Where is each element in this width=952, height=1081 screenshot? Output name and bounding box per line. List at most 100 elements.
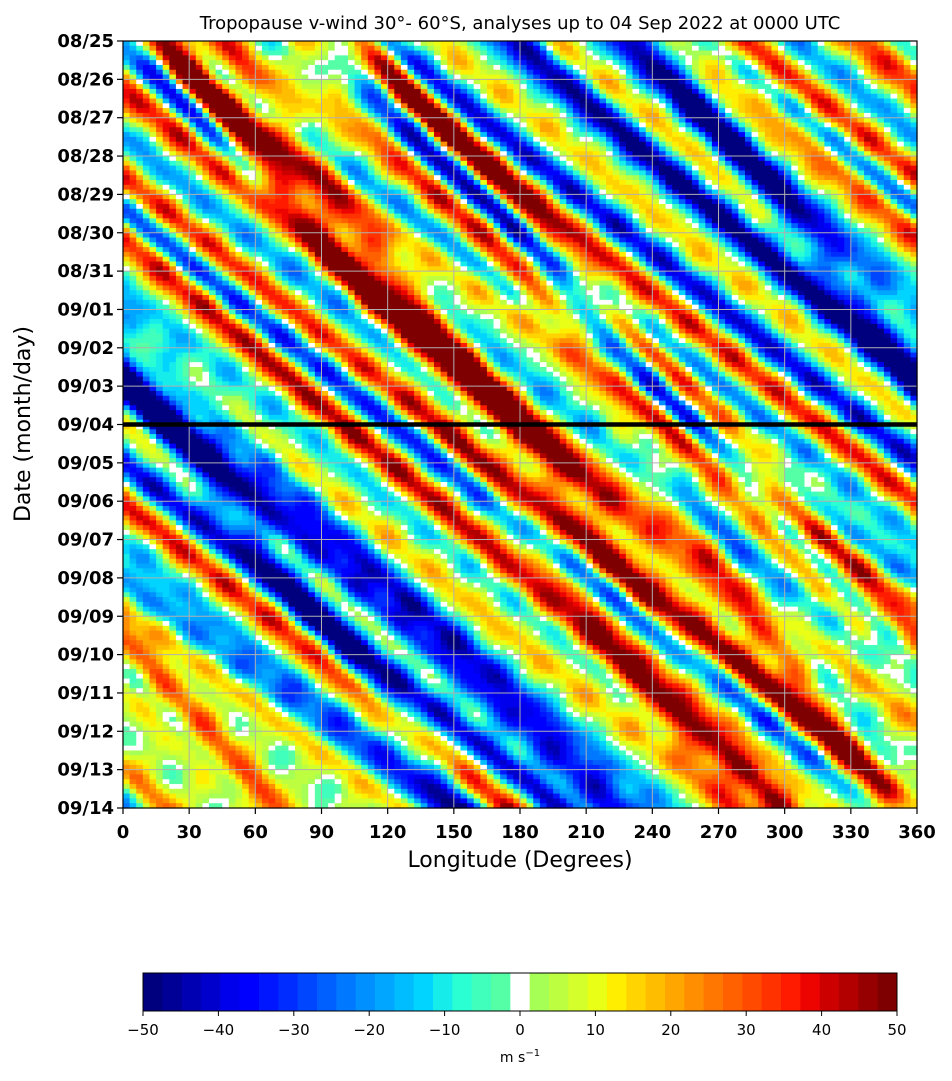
heatmap-cell: [374, 112, 382, 119]
heatmap-cell: [295, 69, 303, 76]
heatmap-cell: [129, 208, 137, 215]
heatmap-cell: [678, 41, 687, 47]
heatmap-cell: [202, 41, 210, 47]
heatmap-cell: [791, 103, 799, 109]
heatmap-cell: [169, 132, 177, 138]
heatmap-cell: [156, 213, 164, 219]
heatmap-cell: [162, 184, 170, 191]
heatmap-cell: [546, 98, 554, 104]
heatmap-cell: [142, 151, 151, 157]
heatmap-cell: [566, 45, 574, 52]
heatmap-cell: [129, 218, 137, 224]
heatmap-cell: [334, 175, 342, 181]
heatmap-cell: [751, 194, 759, 200]
heatmap-cell: [533, 184, 541, 191]
heatmap-cell: [526, 160, 534, 167]
heatmap-cell: [903, 64, 911, 71]
heatmap-cell: [692, 108, 700, 114]
heatmap-cell: [400, 218, 409, 224]
heatmap-cell: [374, 132, 382, 138]
heatmap-cell: [864, 203, 872, 210]
heatmap-cell: [149, 189, 157, 195]
heatmap-cell: [692, 60, 700, 66]
heatmap-cell: [744, 84, 753, 90]
heatmap-cell: [129, 108, 137, 114]
heatmap-cell: [407, 156, 415, 162]
heatmap-cell: [400, 194, 409, 200]
heatmap-cell: [844, 136, 852, 143]
heatmap-cell: [493, 208, 501, 215]
heatmap-cell: [460, 189, 468, 195]
heatmap-cell: [599, 108, 607, 114]
heatmap-cell: [414, 184, 422, 191]
heatmap-cell: [136, 170, 144, 176]
heatmap-cell: [830, 227, 839, 234]
heatmap-cell: [572, 55, 581, 61]
heatmap-cell: [123, 141, 131, 148]
heatmap-cell: [711, 189, 720, 195]
heatmap-cell: [334, 132, 342, 138]
heatmap-cell: [281, 93, 290, 100]
heatmap-cell: [513, 50, 521, 56]
heatmap-cell: [486, 93, 495, 100]
heatmap-cell: [592, 122, 600, 128]
heatmap-cell: [288, 199, 296, 205]
heatmap-cell: [612, 55, 620, 61]
heatmap-cell: [308, 50, 316, 56]
heatmap-cell: [169, 112, 177, 119]
heatmap-cell: [811, 136, 819, 143]
heatmap-cell: [579, 223, 587, 229]
heatmap-cell: [374, 218, 382, 224]
heatmap-cell: [844, 189, 852, 195]
heatmap-cell: [632, 180, 640, 186]
heatmap-cell: [182, 132, 190, 138]
heatmap-cell: [718, 132, 726, 138]
heatmap-cell: [817, 160, 825, 167]
heatmap-cell: [672, 74, 680, 80]
heatmap-cell: [718, 141, 726, 148]
heatmap-cell: [553, 136, 561, 143]
heatmap-cell: [692, 180, 700, 186]
heatmap-cell: [268, 122, 276, 128]
heatmap-cell: [910, 213, 918, 219]
heatmap-cell: [890, 88, 898, 95]
heatmap-cell: [533, 208, 541, 215]
heatmap-cell: [513, 93, 521, 100]
heatmap-cell: [453, 151, 462, 157]
heatmap-cell: [321, 194, 329, 200]
heatmap-cell: [811, 98, 819, 104]
heatmap-cell: [341, 213, 349, 219]
heatmap-cell: [354, 79, 362, 85]
heatmap-cell: [447, 170, 455, 176]
heatmap-cell: [361, 184, 369, 191]
heatmap-cell: [612, 141, 620, 148]
heatmap-cell: [811, 50, 819, 56]
heatmap-cell: [467, 232, 475, 239]
heatmap-cell: [692, 64, 700, 71]
heatmap-cell: [222, 227, 230, 234]
heatmap-cell: [864, 199, 872, 205]
heatmap-cell: [433, 194, 442, 200]
heatmap-cell: [645, 170, 653, 176]
heatmap-cell: [566, 88, 574, 95]
heatmap-cell: [778, 218, 786, 224]
heatmap-cell: [546, 84, 554, 90]
heatmap-cell: [539, 64, 548, 71]
heatmap-cell: [586, 156, 594, 162]
heatmap-cell: [817, 74, 825, 80]
heatmap-cell: [341, 160, 349, 167]
heatmap-cell: [606, 88, 614, 95]
heatmap-cell: [791, 189, 799, 195]
heatmap-cell: [864, 64, 872, 71]
heatmap-cell: [314, 232, 323, 239]
heatmap-cell: [367, 79, 376, 85]
heatmap-cell: [897, 74, 905, 80]
heatmap-cell: [619, 160, 627, 167]
heatmap-cell: [844, 146, 852, 152]
heatmap-cell: [579, 84, 587, 90]
heatmap-cell: [268, 203, 276, 210]
heatmap-cell: [658, 41, 667, 47]
heatmap-cell: [890, 127, 898, 133]
heatmap-cell: [447, 156, 455, 162]
heatmap-cell: [526, 69, 534, 76]
